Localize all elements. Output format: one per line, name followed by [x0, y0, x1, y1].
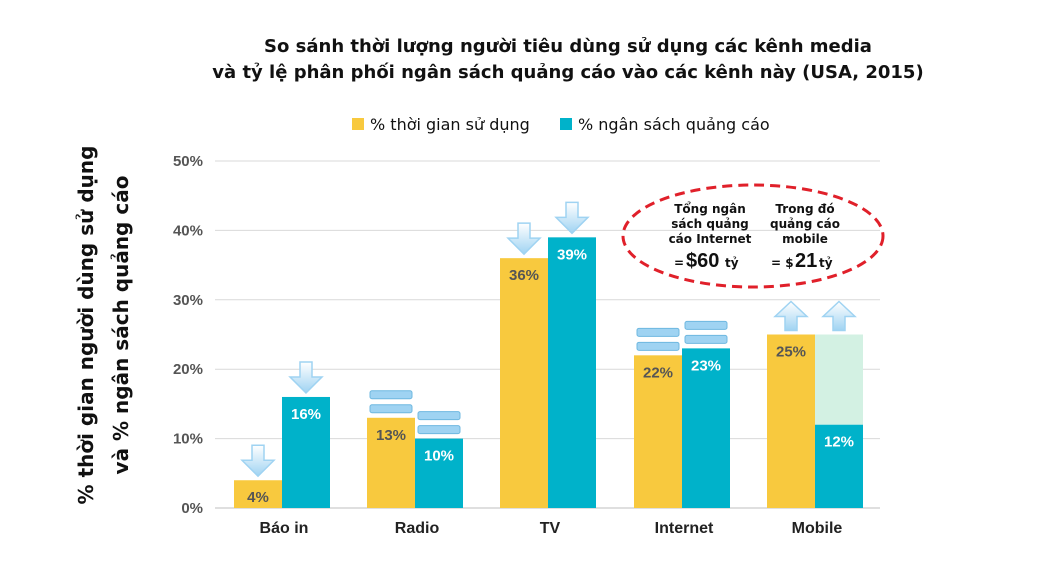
bars	[234, 237, 863, 508]
trend-marker-lower	[369, 404, 413, 414]
bar-time	[767, 334, 815, 508]
category-label: Internet	[655, 520, 714, 537]
data-labels: 4% 16% 13% 10% 36% 39% 22% 23% 25% 12%	[247, 246, 854, 506]
y-axis-title-line-2: và % ngân sách quảng cáo	[109, 176, 133, 475]
data-label: 25%	[776, 344, 806, 361]
data-label: 10%	[424, 448, 454, 465]
chart-title-line-2: và tỷ lệ phân phối ngân sách quảng cáo v…	[212, 62, 923, 83]
legend-label-budget: % ngân sách quảng cáo	[578, 115, 770, 134]
data-label: 39%	[557, 246, 587, 263]
y-axis-title: % thời gian người dùng sử dụng và % ngân…	[74, 146, 133, 505]
trend-marker	[506, 222, 542, 256]
bar-budget	[282, 396, 330, 508]
annotation-left-eq: =	[674, 256, 684, 270]
annotation-left-value: $60	[686, 250, 719, 272]
legend-label-time: % thời gian sử dụng	[370, 115, 530, 134]
annotation-left-line-1: Tổng ngân	[674, 201, 746, 216]
bar-budget	[548, 237, 596, 508]
trend-marker	[554, 201, 590, 235]
trend-marker-lower	[684, 334, 728, 344]
category-labels: Báo in Radio TV Internet Mobile	[260, 520, 843, 537]
annotation-right-eq: = $	[771, 256, 794, 270]
mobile-budget-gap	[815, 334, 863, 425]
bar-time	[367, 417, 415, 508]
trend-marker	[821, 300, 857, 332]
data-label: 13%	[376, 427, 406, 444]
trend-markers	[240, 201, 857, 478]
y-tick-label: 50%	[173, 153, 203, 170]
category-label: Mobile	[792, 520, 843, 537]
trend-marker	[288, 361, 324, 395]
y-axis-title-line-1: % thời gian người dùng sử dụng	[74, 146, 98, 505]
bar-budget	[415, 438, 463, 508]
bar-budget	[682, 348, 730, 508]
trend-marker-upper	[417, 411, 461, 421]
bar-time	[234, 480, 282, 508]
y-tick-label: 40%	[173, 222, 203, 239]
data-label: 16%	[291, 406, 321, 423]
data-label: 12%	[824, 434, 854, 451]
y-tick-label: 30%	[173, 292, 203, 309]
bar-time	[500, 258, 548, 508]
legend-swatch-budget	[560, 118, 572, 130]
trend-marker-lower	[417, 425, 461, 435]
bar-budget	[815, 424, 863, 508]
category-label: Báo in	[260, 520, 309, 537]
y-tick-label: 10%	[173, 431, 203, 448]
annotation-right-line-2: quảng cáo	[770, 217, 840, 231]
annotation-right-unit: tỷ	[819, 256, 833, 270]
y-tick-label: 20%	[173, 361, 203, 378]
data-label: 4%	[247, 489, 269, 506]
y-tick-labels: 0% 10% 20% 30% 40% 50%	[173, 153, 203, 517]
y-tick-label: 0%	[181, 500, 203, 517]
annotation-right-line-3: mobile	[782, 232, 828, 246]
annotation-ellipse	[621, 183, 885, 289]
trend-marker	[240, 444, 276, 478]
chart-title-line-1: So sánh thời lượng người tiêu dùng sử dụ…	[264, 36, 872, 57]
category-label: TV	[540, 520, 561, 537]
annotation-right-line-1: Trong đó	[775, 202, 834, 216]
annotation-left-line-3: cáo Internet	[669, 232, 752, 246]
trend-marker-lower	[636, 341, 680, 351]
annotation-left-unit: tỷ	[725, 256, 739, 270]
trend-marker-upper	[684, 320, 728, 330]
bar-time	[634, 355, 682, 508]
category-label: Radio	[395, 520, 440, 537]
budget-annotation: Tổng ngân sách quảng cáo Internet = $60 …	[621, 183, 885, 289]
data-label: 23%	[691, 357, 721, 374]
legend-swatch-time	[352, 118, 364, 130]
annotation-right-value: 21	[795, 250, 817, 272]
trend-marker	[773, 300, 809, 332]
trend-marker-upper	[369, 390, 413, 400]
data-label: 22%	[643, 364, 673, 381]
legend: % thời gian sử dụng % ngân sách quảng cá…	[352, 115, 770, 134]
data-label: 36%	[509, 267, 539, 284]
annotation-left-line-2: sách quảng	[671, 217, 748, 231]
trend-marker-upper	[636, 327, 680, 337]
